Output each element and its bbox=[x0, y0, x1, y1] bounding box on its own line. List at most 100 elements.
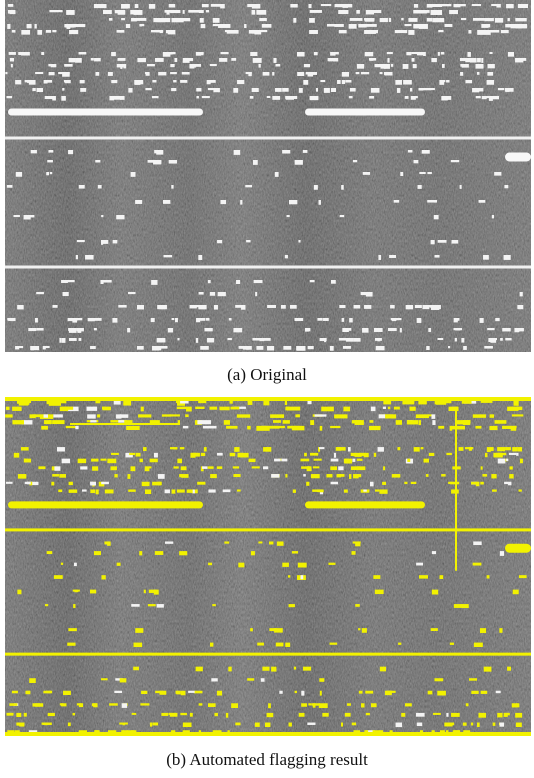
flag-mark bbox=[179, 447, 185, 450]
flag-mark bbox=[421, 150, 430, 154]
flag-mark bbox=[467, 420, 471, 424]
flag-mark bbox=[384, 690, 392, 696]
flag-mark bbox=[357, 474, 362, 478]
flag-mark bbox=[212, 604, 216, 607]
flag-mark bbox=[143, 589, 146, 594]
flag-mark bbox=[200, 452, 206, 457]
flag-mark bbox=[100, 458, 107, 461]
flag-mark bbox=[50, 64, 57, 68]
flag-mark bbox=[411, 96, 418, 99]
flag-mark bbox=[169, 712, 178, 717]
flag-mark bbox=[504, 185, 509, 189]
flag-mark bbox=[413, 4, 419, 8]
flag-mark bbox=[332, 58, 339, 62]
flag-mark bbox=[68, 338, 77, 341]
flag-mark bbox=[294, 690, 297, 694]
flag-mark bbox=[5, 72, 8, 75]
flag-mark bbox=[473, 541, 482, 546]
flag-mark bbox=[36, 292, 44, 295]
flag-mark bbox=[203, 425, 217, 429]
flag-mark bbox=[119, 678, 127, 683]
flag-mark bbox=[180, 466, 187, 471]
flag-mark bbox=[478, 712, 487, 718]
flag-mark bbox=[78, 185, 85, 189]
flag-mark bbox=[183, 18, 191, 22]
flag-mark bbox=[18, 346, 24, 349]
flag-mark bbox=[12, 406, 22, 411]
flag-mark bbox=[287, 575, 291, 578]
flag-mark bbox=[73, 604, 76, 609]
flag-mark bbox=[68, 150, 74, 155]
flag-mark bbox=[515, 58, 524, 63]
flag-mark bbox=[65, 425, 79, 429]
flag-mark bbox=[158, 72, 167, 76]
flag-mark bbox=[37, 30, 43, 35]
flag-mark bbox=[273, 420, 281, 423]
flag-mark bbox=[358, 24, 367, 28]
flag-mark bbox=[51, 481, 55, 486]
flag-mark bbox=[419, 172, 426, 175]
flag-mark bbox=[388, 328, 397, 332]
flag-mark bbox=[116, 562, 121, 566]
flag-mark bbox=[120, 96, 125, 100]
flag-mark bbox=[484, 452, 488, 458]
flag-mark bbox=[197, 481, 206, 485]
flag-mark bbox=[26, 481, 31, 485]
flag-mark bbox=[220, 200, 227, 205]
flag-mark bbox=[157, 346, 162, 351]
flag-mark bbox=[515, 703, 520, 708]
flag-mark bbox=[404, 481, 408, 485]
flag-mark bbox=[479, 628, 487, 634]
flag-mark bbox=[285, 474, 288, 478]
flag-mark bbox=[133, 642, 143, 648]
flag-mark bbox=[201, 4, 209, 8]
flag-mark bbox=[361, 628, 367, 633]
flag-mark bbox=[285, 96, 294, 99]
flag-mark bbox=[356, 64, 365, 69]
flag-mark bbox=[306, 481, 310, 486]
flag-mark bbox=[274, 628, 283, 633]
flag-mark bbox=[80, 466, 88, 470]
flag-mark bbox=[380, 64, 387, 69]
flag-mark bbox=[481, 96, 487, 100]
flag-mark bbox=[459, 185, 462, 189]
flag-mark bbox=[210, 4, 222, 7]
flag-mark bbox=[334, 24, 344, 27]
flag-mark bbox=[94, 58, 101, 62]
flag-mark bbox=[180, 400, 189, 404]
flag-mark bbox=[413, 24, 424, 29]
flag-mark bbox=[355, 72, 360, 75]
flag-mark bbox=[340, 722, 344, 727]
flag-mark bbox=[342, 328, 349, 333]
flag-mark bbox=[127, 328, 131, 333]
flag-mark bbox=[153, 160, 162, 165]
flag-mark bbox=[449, 642, 454, 645]
flag-mark bbox=[149, 466, 152, 469]
flag-mark bbox=[156, 604, 164, 608]
flag-mark bbox=[182, 10, 185, 14]
flag-mark bbox=[90, 481, 96, 486]
flag-mark bbox=[461, 338, 465, 343]
flag-mark bbox=[451, 489, 459, 494]
flag-mark bbox=[273, 58, 277, 63]
flag-mark bbox=[149, 420, 160, 425]
flag-mark bbox=[404, 24, 412, 27]
flag-mark bbox=[109, 96, 115, 101]
flag-mark bbox=[114, 690, 123, 694]
flag-mark bbox=[93, 551, 101, 556]
flag-mark bbox=[63, 406, 74, 410]
flag-mark bbox=[145, 72, 150, 76]
flag-mark bbox=[416, 722, 423, 727]
flag-mark bbox=[68, 481, 73, 486]
flag-mark bbox=[74, 589, 79, 593]
flag-mark bbox=[36, 328, 44, 331]
flag-mark bbox=[270, 414, 285, 418]
flag-mark bbox=[259, 338, 265, 342]
flag-mark bbox=[309, 96, 319, 101]
flag-mark bbox=[423, 458, 429, 463]
flag-mark bbox=[497, 452, 507, 456]
flag-mark bbox=[207, 466, 214, 469]
flag-mark bbox=[417, 185, 422, 189]
flag-mark bbox=[19, 400, 30, 405]
flag-mark bbox=[517, 447, 523, 452]
